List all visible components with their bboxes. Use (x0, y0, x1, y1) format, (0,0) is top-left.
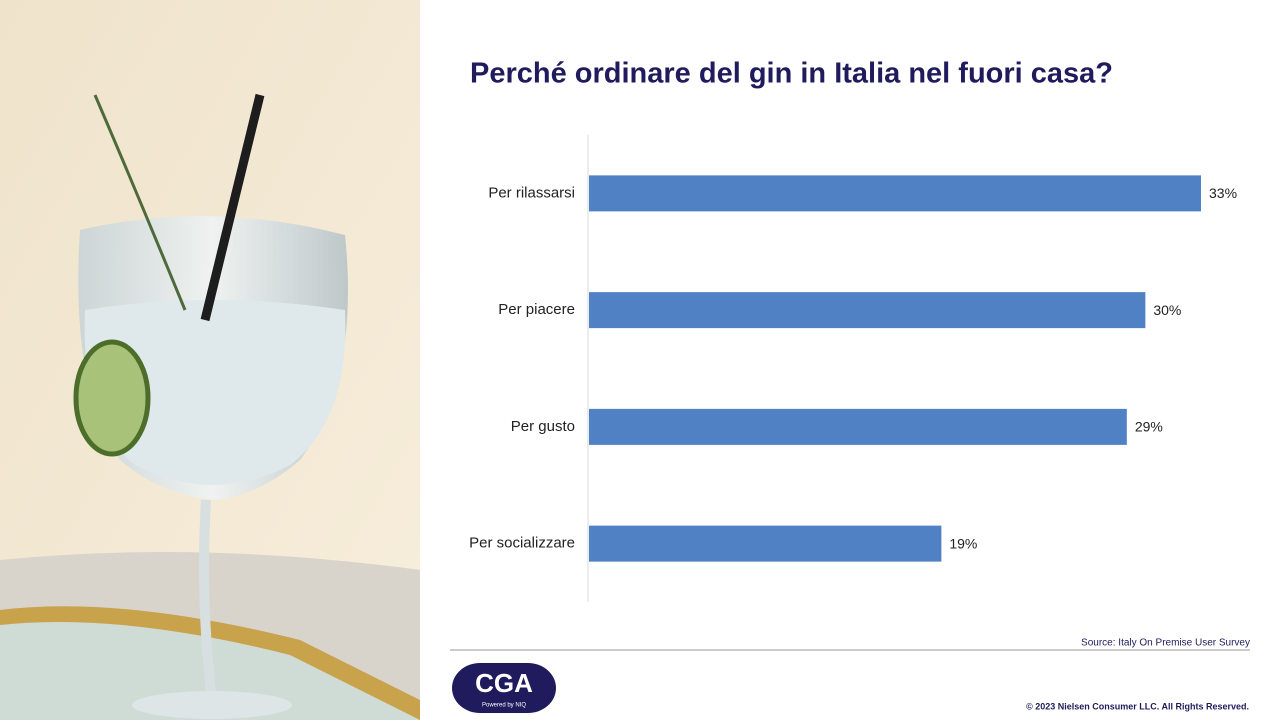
bar (589, 292, 1146, 329)
logo: CGA Powered by NIQ (452, 663, 556, 713)
value-label: 30% (1153, 302, 1181, 318)
category-label: Per socializzare (469, 535, 575, 552)
photo (0, 0, 420, 720)
category-label: Per gusto (511, 418, 575, 435)
bar (589, 408, 1127, 445)
value-label: 19% (949, 535, 977, 551)
bar (589, 525, 942, 562)
bar (589, 175, 1201, 212)
value-label: 33% (1209, 185, 1237, 201)
value-label: 29% (1135, 419, 1163, 435)
logo-tagline: Powered by NIQ (482, 703, 526, 709)
copyright: © 2023 Nielsen Consumer LLC. All Rights … (1026, 701, 1249, 711)
plot: Per rilassarsi 33% Per piacere 30% Per gusto… (469, 175, 1237, 562)
category-label: Per piacere (498, 301, 575, 318)
logo-text: CGA (475, 668, 533, 698)
source: Source: Italy On Premise User Survey (1081, 638, 1250, 649)
chart-title: Perché ordinare del gin in Italia nel fu… (470, 58, 1113, 90)
category-label: Per rilassarsi (488, 184, 575, 201)
